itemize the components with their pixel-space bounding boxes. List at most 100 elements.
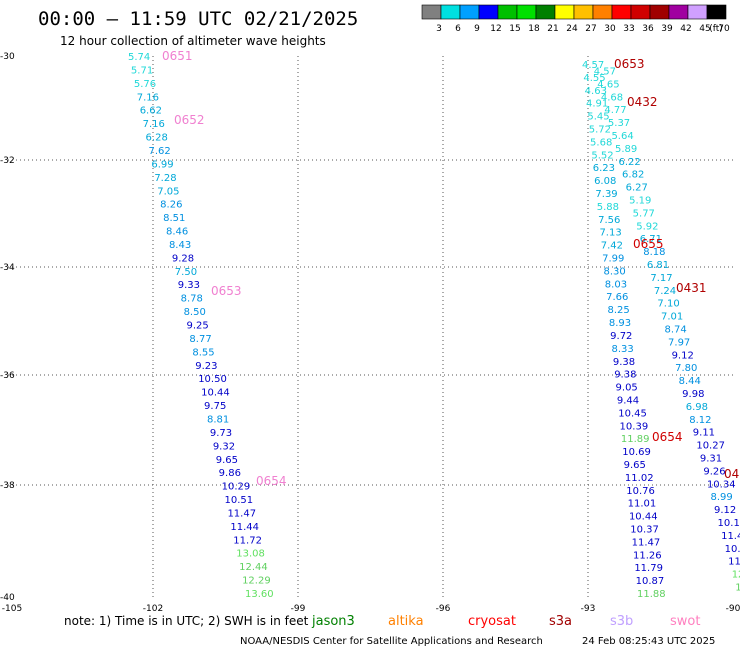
pass-time-label: 0432 xyxy=(627,95,658,109)
legend-swatch xyxy=(649,4,670,20)
wave-height-value: 6.08 xyxy=(594,176,616,187)
wave-height-value: 9.26 xyxy=(703,466,725,477)
legend-label: 6 xyxy=(455,24,461,34)
altimeter-tracks: 5.74 5.71 5.76 7.16 6.62 7.16 6.28 7.62 6.99 7.28… xyxy=(128,52,740,600)
pass-time-label: 0653 xyxy=(614,57,645,71)
wave-height-value: 8.55 xyxy=(192,347,214,358)
wave-height-value: 9.12 xyxy=(714,505,736,516)
satellite-label-altika: altika xyxy=(388,614,424,629)
wave-height-value: 8.77 xyxy=(189,334,211,345)
wave-height-value: 11.02 xyxy=(625,473,654,484)
wave-height-value: 11.76 xyxy=(728,557,740,568)
wave-height-value: 7.24 xyxy=(654,286,676,297)
pass-time-label: 04 xyxy=(724,467,739,481)
wave-height-value: 8.93 xyxy=(609,318,631,329)
wave-height-value: 9.38 xyxy=(613,357,635,368)
wave-height-value: 11.47 xyxy=(227,508,256,519)
wave-height-value: 11.88 xyxy=(637,589,666,600)
legend-label: 9 xyxy=(474,24,480,34)
wave-height-value: 7.13 xyxy=(599,228,621,239)
wave-height-value: 8.99 xyxy=(710,492,732,503)
legend-label: 42 xyxy=(680,24,691,34)
lat-tick-label: -40 xyxy=(0,593,15,603)
lon-tick-label: -102 xyxy=(143,604,163,614)
wave-height-value: 12.44 xyxy=(239,562,268,573)
note-text: note: 1) Time is in UTC; 2) SWH is in fe… xyxy=(64,614,309,628)
legend-label: 15 xyxy=(509,24,520,34)
map-subtitle: 12 hour collection of altimeter wave hei… xyxy=(60,34,326,48)
wave-height-value: 7.16 xyxy=(143,119,165,130)
wave-height-value: 10.39 xyxy=(620,421,649,432)
wave-height-value: 11.9 xyxy=(735,583,740,594)
footer-credit: NOAA/NESDIS Center for Satellite Applica… xyxy=(240,636,543,647)
wave-height-value: 5.19 xyxy=(629,195,651,206)
wave-height-value: 7.62 xyxy=(148,146,170,157)
wave-height-value: 8.26 xyxy=(160,200,182,211)
wave-height-value: 8.43 xyxy=(169,240,191,251)
pass-time-label: 0655 xyxy=(633,237,664,251)
satellite-label-s3a: s3a xyxy=(549,614,572,629)
wave-height-value: 10.10 xyxy=(718,518,740,529)
wave-height-value: 7.28 xyxy=(154,173,176,184)
wave-height-value: 7.50 xyxy=(175,267,197,278)
wave-height-value: 10.44 xyxy=(629,512,658,523)
legend-swatch xyxy=(535,4,556,20)
wave-height-value: 10.50 xyxy=(198,374,227,385)
footer-timestamp: 24 Feb 08:25:43 UTC 2025 xyxy=(582,636,715,647)
pass-labels: 0651 0652 0653 0654 0653 0655 0431 0654 0432 04 xyxy=(162,49,739,488)
wave-height-value: 8.18 xyxy=(643,247,665,258)
wave-height-value: 7.80 xyxy=(675,363,697,374)
wave-height-value: 6.23 xyxy=(593,163,615,174)
wave-height-value: 9.73 xyxy=(210,428,232,439)
lon-tick-label: -99 xyxy=(291,604,306,614)
legend-swatch xyxy=(554,4,575,20)
legend-label: 36 xyxy=(642,24,654,34)
wave-height-value: 4.55 xyxy=(583,73,605,84)
wave-height-value: 9.65 xyxy=(216,455,238,466)
wave-height-value: 4.91 xyxy=(586,99,608,110)
lon-tick-label: -105 xyxy=(2,604,22,614)
legend-swatch xyxy=(630,4,651,20)
wave-height-value: 7.05 xyxy=(157,186,179,197)
wave-height-value: 9.28 xyxy=(172,253,194,264)
legend-swatch xyxy=(706,4,727,20)
legend-swatch xyxy=(421,4,442,20)
legend-swatch xyxy=(687,4,708,20)
wave-height-value: 10.60 xyxy=(725,544,740,555)
legend-label: 33 xyxy=(623,24,634,34)
wave-height-value: 9.98 xyxy=(682,389,704,400)
wave-height-value: 9.11 xyxy=(693,428,715,439)
legend-label: 39 xyxy=(661,24,673,34)
wave-height-value: 8.33 xyxy=(612,344,634,355)
wave-height-value: 4.65 xyxy=(597,79,619,90)
pass-time-label: 0431 xyxy=(676,281,707,295)
wave-height-value: 6.22 xyxy=(619,157,641,168)
lon-tick-label: -90 xyxy=(726,604,740,614)
wave-height-value: 8.30 xyxy=(603,266,625,277)
wave-height-value: 9.72 xyxy=(610,331,632,342)
wave-height-value: 9.12 xyxy=(672,350,694,361)
wave-height-value: 9.32 xyxy=(213,441,235,452)
wave-height-value: 11.47 xyxy=(632,537,661,548)
wave-height-value: 8.25 xyxy=(607,305,629,316)
wave-height-value: 6.62 xyxy=(140,106,162,117)
legend-swatch xyxy=(497,4,518,20)
wave-height-value: 7.97 xyxy=(668,337,690,348)
wave-height-value: 5.89 xyxy=(615,144,637,155)
wave-height-value: 10.76 xyxy=(626,486,655,497)
wave-height-value: 10.34 xyxy=(707,479,736,490)
pass-time-label: 0654 xyxy=(652,430,683,444)
wave-height-value: 7.39 xyxy=(595,189,617,200)
wave-height-value: 9.44 xyxy=(617,395,639,406)
wave-height-value: 9.23 xyxy=(195,361,217,372)
legend-swatch xyxy=(440,4,461,20)
satellite-label-cryosat: cryosat xyxy=(468,614,516,629)
wave-height-value: 8.51 xyxy=(163,213,185,224)
legend-label: 45 xyxy=(699,24,710,34)
wave-height-value: 11.01 xyxy=(628,499,657,510)
legend-swatch xyxy=(611,4,632,20)
pass-time-label: 0654 xyxy=(256,474,287,488)
wave-height-value: 13.60 xyxy=(245,589,274,600)
wave-height-value: 9.31 xyxy=(700,454,722,465)
wave-height-value: 7.01 xyxy=(661,312,683,323)
